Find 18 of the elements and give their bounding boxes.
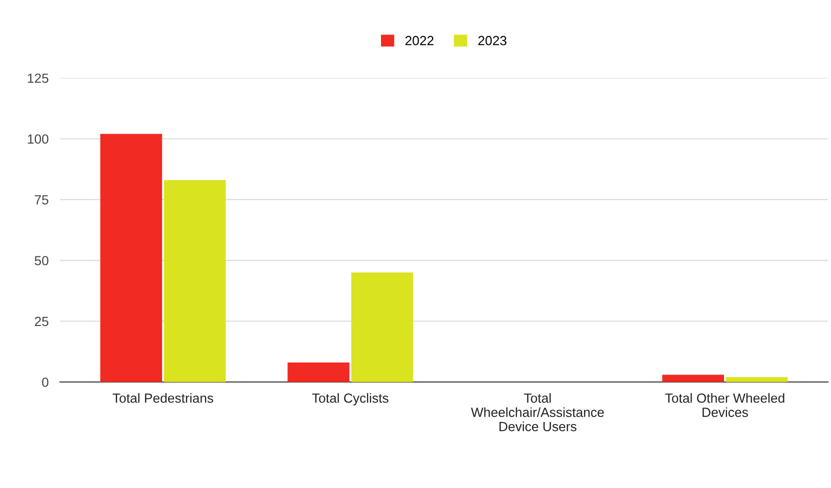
y-tick-label: 25 [34, 316, 48, 326]
bar [288, 362, 350, 382]
bar [164, 180, 226, 382]
y-tick-label: 50 [34, 256, 48, 266]
legend-label: 2022 [405, 36, 434, 46]
bar [100, 134, 162, 382]
x-tick-label: Total Other Wheeled Devices [665, 393, 784, 418]
legend-label: 2023 [478, 36, 506, 46]
bar [662, 374, 724, 382]
bar [351, 272, 414, 382]
y-tick-label: 0 [42, 378, 48, 387]
bar [726, 377, 788, 382]
x-tick-label: Total Cyclists [312, 393, 388, 406]
x-tick-label: Total Wheelchair/Assistance Device Users [470, 393, 604, 432]
y-tick-label: 100 [28, 134, 48, 144]
y-tick-label: 125 [28, 74, 48, 83]
y-tick-label: 75 [34, 195, 48, 205]
x-tick-label: Total Pedestrians [112, 393, 214, 403]
